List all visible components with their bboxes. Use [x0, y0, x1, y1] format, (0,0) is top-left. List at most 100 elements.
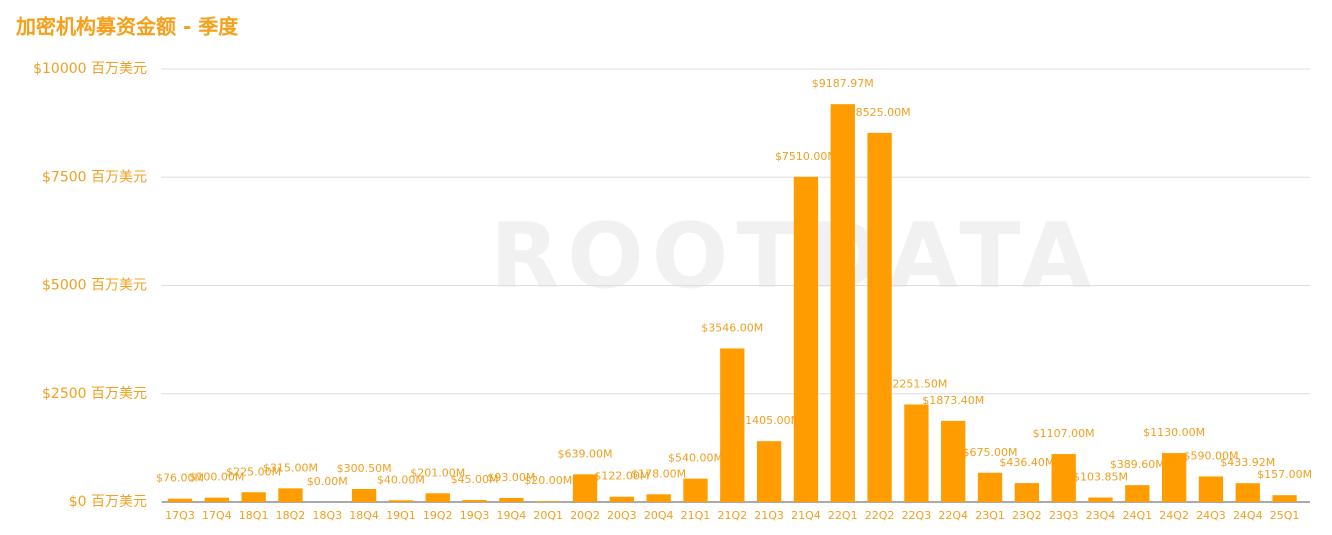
value-label: $93.00M [487, 471, 535, 484]
x-tick-label: 20Q4 [644, 509, 674, 522]
value-label: $1405.00M [738, 414, 800, 427]
value-label: $433.92M [1220, 456, 1275, 469]
bar [462, 500, 487, 502]
x-tick-label: 20Q1 [533, 509, 563, 522]
value-label: $40.00M [377, 473, 425, 486]
value-label: $3546.00M [701, 321, 763, 334]
x-tick-label: 18Q3 [312, 509, 342, 522]
x-tick-label: 24Q3 [1196, 509, 1226, 522]
bar [499, 497, 524, 502]
value-label: $8525.00M [849, 106, 911, 119]
value-label: $2251.50M [885, 378, 947, 391]
bar [904, 404, 929, 502]
bar [241, 492, 266, 502]
x-tick-label: 23Q1 [975, 509, 1005, 522]
x-tick-label: 22Q2 [865, 509, 895, 522]
bar [351, 488, 377, 502]
x-tick-label: 20Q2 [570, 509, 600, 522]
x-tick-label: 23Q2 [1012, 509, 1042, 522]
value-label: $201.00M [410, 466, 465, 479]
watermark: ROOTDATA [490, 204, 1099, 309]
value-label: $103.85M [1073, 471, 1128, 484]
value-label: $1873.40M [922, 394, 984, 407]
chart-title: 加密机构募资金额 - 季度 [15, 15, 239, 39]
bar [1088, 497, 1113, 502]
x-tick-label: 19Q4 [497, 509, 527, 522]
x-tick-label: 24Q4 [1233, 509, 1263, 522]
value-label: $315.00M [263, 461, 318, 474]
x-tick-label: 19Q1 [386, 509, 416, 522]
bar [1198, 476, 1224, 502]
value-label: $178.00M [631, 467, 686, 480]
x-tick-label: 24Q2 [1159, 509, 1189, 522]
x-tick-label: 25Q1 [1270, 509, 1300, 522]
bar [167, 498, 193, 502]
bar [1235, 483, 1260, 502]
bar [425, 493, 450, 502]
y-tick-label: $2500 百万美元 [42, 386, 147, 402]
value-label: $300.50M [337, 462, 392, 475]
bar [793, 176, 819, 502]
bar [977, 472, 1003, 502]
bar [941, 420, 966, 502]
bar [278, 488, 303, 502]
value-label: $122.00M [594, 470, 649, 483]
bar [720, 348, 745, 502]
value-label: $45.00M [451, 473, 499, 486]
x-tick-label: 21Q2 [717, 509, 747, 522]
bar [1125, 485, 1150, 502]
value-label: $20.00M [524, 474, 572, 487]
y-tick-label: $10000 百万美元 [33, 61, 147, 77]
x-tick-label: 23Q4 [1086, 509, 1116, 522]
value-label: $639.00M [558, 447, 613, 460]
value-label: $590.00M [1183, 449, 1238, 462]
bar [204, 497, 229, 502]
x-tick-label: 21Q1 [681, 509, 711, 522]
value-label: $540.00M [668, 452, 723, 465]
value-label: $436.40M [999, 456, 1054, 469]
bar [683, 478, 708, 502]
bar [830, 104, 855, 503]
value-label: $225.00M [226, 465, 281, 478]
bar [609, 496, 634, 502]
value-label: $0.00M [307, 475, 348, 488]
value-label: $100.00M [189, 471, 244, 484]
bar [536, 501, 561, 502]
bar [572, 474, 598, 502]
bar [388, 500, 414, 502]
x-tick-label: 22Q3 [902, 509, 932, 522]
bar [867, 132, 892, 502]
value-label: $1107.00M [1033, 427, 1095, 440]
bar [1051, 454, 1076, 502]
y-tick-label: $0 百万美元 [69, 494, 147, 510]
x-tick-label: 17Q4 [202, 509, 232, 522]
value-label: $9187.97M [812, 77, 874, 90]
y-tick-label: $7500 百万美元 [42, 169, 147, 185]
x-tick-label: 22Q1 [828, 509, 858, 522]
value-label: $1130.00M [1143, 426, 1205, 439]
x-tick-label: 22Q4 [938, 509, 968, 522]
x-tick-label: 17Q3 [165, 509, 195, 522]
value-label: $675.00M [963, 446, 1018, 459]
bar [1272, 495, 1297, 502]
bar [1014, 483, 1040, 502]
x-tick-label: 21Q4 [791, 509, 821, 522]
value-label: $7510.00M [775, 150, 837, 163]
x-tick-label: 23Q3 [1049, 509, 1079, 522]
value-label: $157.00M [1257, 468, 1312, 481]
x-tick-label: 18Q1 [239, 509, 269, 522]
x-tick-label: 18Q4 [349, 509, 379, 522]
x-tick-label: 19Q2 [423, 509, 453, 522]
value-label: $389.60M [1110, 458, 1165, 471]
y-tick-label: $5000 百万美元 [42, 278, 147, 294]
bar [1161, 453, 1187, 502]
x-tick-label: 19Q3 [460, 509, 490, 522]
bar [756, 441, 782, 502]
x-tick-label: 20Q3 [607, 509, 637, 522]
x-tick-label: 21Q3 [754, 509, 784, 522]
bar [646, 494, 671, 502]
value-label: $76.00M [156, 472, 204, 485]
x-tick-label: 24Q1 [1122, 509, 1152, 522]
x-tick-label: 18Q2 [276, 509, 306, 522]
